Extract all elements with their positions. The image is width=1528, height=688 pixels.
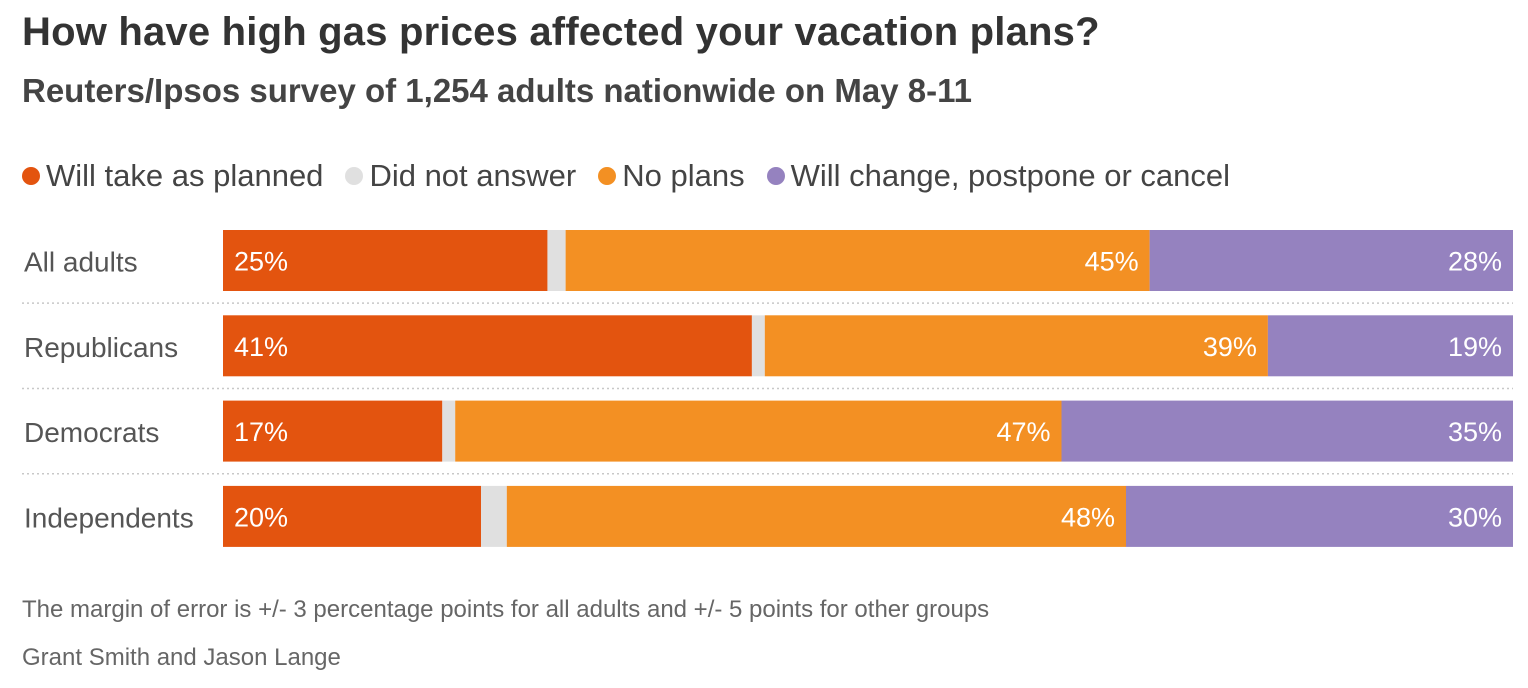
- chart-subtitle: Reuters/Ipsos survey of 1,254 adults nat…: [22, 72, 972, 109]
- bar-segment: [547, 230, 566, 291]
- bar-segment: [1061, 400, 1513, 462]
- bar-segment: [1267, 315, 1513, 377]
- data-label: 25%: [234, 247, 288, 277]
- legend-swatch: [345, 167, 364, 185]
- data-label: 35%: [1448, 417, 1502, 447]
- legend-item-no-plans: No plans: [598, 158, 745, 194]
- data-label: 47%: [996, 417, 1050, 447]
- data-label: 41%: [234, 332, 288, 362]
- data-label: 30%: [1448, 502, 1502, 532]
- bar-segment: [223, 230, 548, 291]
- legend-item-will-take-as-planned: Will take as planned: [22, 158, 323, 194]
- legend-item-did-not-answer: Did not answer: [345, 158, 576, 194]
- category-label: Independents: [24, 502, 194, 533]
- bar-segment: [442, 400, 456, 462]
- bar-segment: [223, 315, 752, 377]
- bar-segment: [1149, 230, 1513, 291]
- category-label: Democrats: [24, 417, 159, 448]
- bar-segment: [1126, 485, 1513, 547]
- legend-item-will-change: Will change, postpone or cancel: [766, 158, 1230, 194]
- legend-swatch: [22, 167, 40, 185]
- legend-swatch: [598, 167, 617, 185]
- credit-line: Grant Smith and Jason Lange: [22, 644, 341, 671]
- bar-segment: [565, 230, 1150, 291]
- legend-label: Will take as planned: [46, 158, 324, 193]
- legend-swatch: [766, 167, 785, 185]
- chart-title: How have high gas prices affected your v…: [22, 10, 1100, 54]
- data-label: 17%: [234, 417, 288, 447]
- data-label: 48%: [1061, 502, 1115, 532]
- bar-segment: [506, 485, 1126, 547]
- legend-label: Will change, postpone or cancel: [790, 158, 1230, 193]
- data-label: 19%: [1448, 332, 1502, 362]
- data-label: 28%: [1448, 247, 1502, 277]
- legend: Will take as planned Did not answer No p…: [22, 156, 1252, 196]
- data-label: 45%: [1085, 247, 1139, 277]
- margin-of-error-note: The margin of error is +/- 3 percentage …: [22, 596, 990, 623]
- category-label: Republicans: [24, 332, 178, 363]
- bar-segment: [455, 400, 1062, 462]
- legend-label: No plans: [622, 158, 745, 193]
- bar-segment: [481, 485, 507, 547]
- category-label: All adults: [24, 247, 138, 278]
- bar-segment: [223, 400, 443, 462]
- bar-segment: [223, 485, 481, 547]
- bar-segment: [764, 315, 1268, 377]
- data-label: 39%: [1203, 332, 1257, 362]
- bar-segment: [751, 315, 765, 377]
- legend-label: Did not answer: [369, 158, 577, 193]
- data-label: 20%: [234, 502, 288, 532]
